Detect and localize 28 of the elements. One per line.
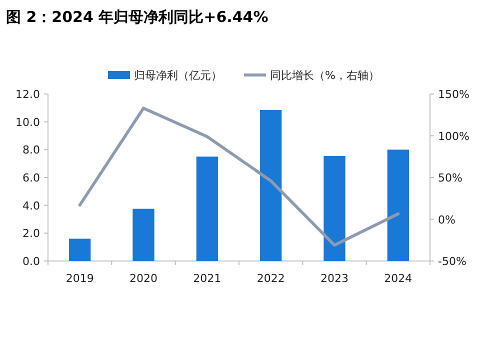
bar bbox=[387, 150, 409, 261]
bar bbox=[69, 238, 91, 261]
y2-tick-label: 100% bbox=[438, 130, 470, 143]
x-tick-label: 2019 bbox=[66, 272, 94, 285]
y-tick-label: 0.0 bbox=[22, 255, 40, 268]
y2-tick-label: -50% bbox=[438, 255, 466, 268]
chart-title: 图 2：2024 年归母净利同比+6.44% bbox=[6, 8, 268, 26]
y-tick-label: 6.0 bbox=[22, 172, 40, 184]
bar bbox=[260, 110, 282, 261]
bar bbox=[324, 156, 346, 261]
legend-label: 归母净利（亿元） bbox=[134, 69, 222, 82]
bar bbox=[132, 208, 154, 261]
bar bbox=[196, 156, 218, 261]
y2-tick-label: 0% bbox=[438, 213, 456, 226]
y-tick-label: 8.0 bbox=[22, 144, 40, 157]
legend-label: 同比增长（%，右轴） bbox=[270, 69, 380, 82]
y-tick-label: 10.0 bbox=[16, 116, 40, 129]
y-tick-label: 4.0 bbox=[22, 199, 40, 212]
y-tick-label: 2.0 bbox=[22, 227, 40, 240]
y2-tick-label: 150% bbox=[438, 88, 470, 101]
y2-tick-label: 50% bbox=[438, 172, 462, 184]
x-tick-label: 2021 bbox=[193, 272, 222, 285]
y-tick-label: 12.0 bbox=[16, 88, 40, 101]
x-tick-label: 2022 bbox=[256, 272, 285, 285]
line-series bbox=[78, 106, 400, 247]
x-tick-label: 2020 bbox=[130, 272, 158, 285]
x-tick-label: 2023 bbox=[320, 272, 348, 285]
x-tick-label: 2024 bbox=[384, 272, 412, 285]
